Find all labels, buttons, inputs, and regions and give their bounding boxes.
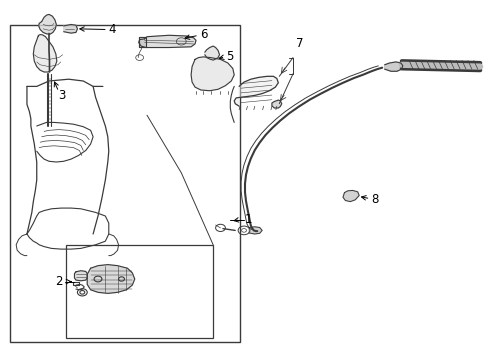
Text: 3: 3 — [58, 89, 65, 102]
Text: 5: 5 — [226, 50, 234, 63]
Text: 2: 2 — [55, 275, 63, 288]
Polygon shape — [385, 62, 403, 71]
Polygon shape — [272, 100, 282, 108]
Text: 4: 4 — [109, 23, 116, 36]
Polygon shape — [64, 24, 77, 33]
Bar — [10, 25, 240, 342]
Polygon shape — [343, 190, 359, 202]
Polygon shape — [139, 37, 146, 47]
Polygon shape — [205, 46, 220, 60]
Text: 8: 8 — [371, 193, 379, 206]
Polygon shape — [234, 76, 278, 106]
Text: 1: 1 — [245, 213, 252, 226]
Polygon shape — [33, 35, 57, 72]
Polygon shape — [191, 57, 234, 91]
Polygon shape — [249, 227, 262, 234]
Text: 7: 7 — [296, 37, 304, 50]
Polygon shape — [139, 35, 196, 48]
Polygon shape — [39, 14, 56, 34]
Polygon shape — [74, 271, 87, 281]
Text: 6: 6 — [200, 28, 207, 41]
Polygon shape — [87, 265, 135, 293]
Bar — [66, 245, 213, 338]
